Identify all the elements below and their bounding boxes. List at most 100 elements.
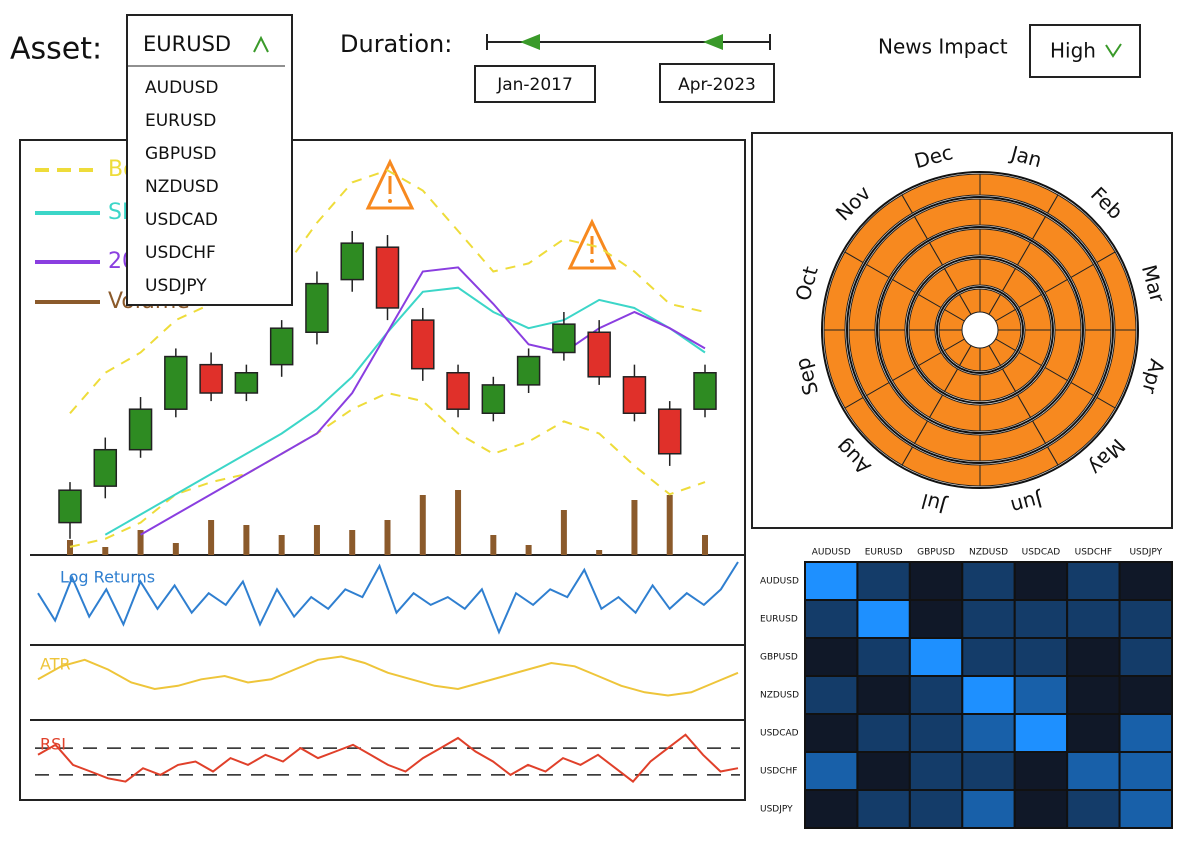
candle-body [622,376,647,414]
heatmap-cell[interactable] [856,561,911,601]
heatmap-cell[interactable] [1066,789,1121,829]
asset-value: EURUSD [143,32,231,56]
asset-option[interactable]: GBPUSD [145,144,216,164]
heatmap-cell[interactable] [1118,637,1173,677]
month-label: Mar [1137,262,1170,305]
candle-body [58,489,82,524]
heatmap-cell[interactable] [804,561,859,601]
row-label: NZDUSD [760,691,799,701]
heatmap-cell[interactable] [1066,599,1121,639]
heatmap-cell[interactable] [856,713,911,753]
heatmap-cell[interactable] [1066,675,1121,715]
asset-option[interactable]: USDCAD [145,210,218,230]
heatmap-cell[interactable] [961,561,1016,601]
start-date-box[interactable] [474,65,596,103]
candle-body [234,372,259,394]
heatmap-cell[interactable] [1118,675,1173,715]
heatmap-cell[interactable] [1066,713,1121,753]
month-label: Sep [790,355,823,398]
heatmap-cell[interactable] [908,751,964,791]
asset-option[interactable]: AUDUSD [145,78,219,98]
heatmap-cell[interactable] [804,599,859,639]
dropdown-list [126,14,293,306]
heatmap-cell[interactable] [1013,675,1069,715]
indicator-label: RSI [40,735,66,754]
asset-option[interactable]: NZDUSD [145,177,219,197]
candle-body [411,319,435,370]
heatmap-cell[interactable] [908,713,964,753]
radial-ring [846,196,1114,464]
volume-bar [419,495,426,555]
heatmap-cell[interactable] [961,637,1016,677]
heatmap-cell[interactable] [1013,713,1069,753]
news-value: High [1050,39,1096,63]
heatmap-cell[interactable] [856,675,911,715]
heatmap-cell[interactable] [804,789,859,829]
heatmap-cell[interactable] [908,599,964,639]
heatmap-cell[interactable] [804,675,859,715]
start-date: Jan-2017 [496,75,573,95]
heatmap-cell[interactable] [908,637,964,677]
heatmap-cell[interactable] [1013,599,1069,639]
heatmap-cell[interactable] [1118,751,1173,791]
heatmap-cell[interactable] [1118,789,1173,829]
slider-handle-end[interactable] [703,34,723,50]
column-label: NZDUSD [969,548,1008,558]
heatmap-cell[interactable] [1013,789,1069,829]
volume-bar [208,520,215,555]
dropdown-arrow [253,35,269,53]
heatmap-cell[interactable] [804,751,859,791]
indicator-label: Log Returns [60,568,155,587]
heatmap-cell[interactable] [908,675,964,715]
heatmap-cell[interactable] [1013,637,1069,677]
heatmap-cell[interactable] [1013,751,1069,791]
volume-bar [102,547,109,555]
heatmap-cell[interactable] [908,561,964,601]
radial-cell [928,228,981,266]
heatmap-cell[interactable] [856,599,911,639]
heatmap-cell[interactable] [856,789,911,829]
indicator-line [37,733,739,783]
heatmap-cell[interactable] [961,751,1016,791]
candle-body [657,408,682,455]
end-date-box[interactable] [659,63,775,103]
radial-ring [821,171,1139,489]
base-layer: Asset: Duration: Jan-2017 Apr-2023 News … [10,24,1173,801]
heatmap-cell[interactable] [1066,751,1121,791]
heatmap-cell[interactable] [908,789,964,829]
month-label: Jan [1007,141,1045,173]
asset-option[interactable]: USDCHF [145,243,216,263]
heatmap-cell[interactable] [856,637,911,677]
news-warning[interactable] [365,158,415,210]
radial-ring [936,286,1024,374]
duration-label: Duration: [340,30,452,58]
heatmap-cell[interactable] [1118,561,1173,601]
candle-body [375,246,400,309]
heatmap-cell[interactable] [804,637,859,677]
heatmap-cell[interactable] [1118,713,1173,753]
heatmap-cell[interactable] [1066,561,1121,601]
radial-ring [876,226,1084,434]
indicator-line [37,655,739,697]
heatmap-cell[interactable] [1066,637,1121,677]
warning-dot [388,199,392,203]
heatmap-cell[interactable] [1013,561,1069,601]
news-select[interactable] [1029,24,1141,78]
price-panel [19,139,746,801]
candle-body [481,384,506,414]
indicator-line [37,561,739,635]
heatmap-cell[interactable] [961,675,1016,715]
heatmap-cell[interactable] [1118,599,1173,639]
heatmap-cell[interactable] [804,713,859,753]
seasonality-panel [751,132,1173,529]
slider-handle-start[interactable] [520,34,540,50]
heatmap-cell[interactable] [961,713,1016,753]
asset-dropdown[interactable]: EURUSD AUDUSD EURUSD GBPUSD NZDUSD USDCAD USD… [126,14,293,306]
radial-cell [913,198,981,240]
asset-option[interactable]: USDJPY [145,276,207,296]
candle-body [693,372,717,410]
asset-option[interactable]: EURUSD [145,111,216,131]
heatmap-cell[interactable] [856,751,911,791]
heatmap-cell[interactable] [961,789,1016,829]
heatmap-cell[interactable] [961,599,1016,639]
